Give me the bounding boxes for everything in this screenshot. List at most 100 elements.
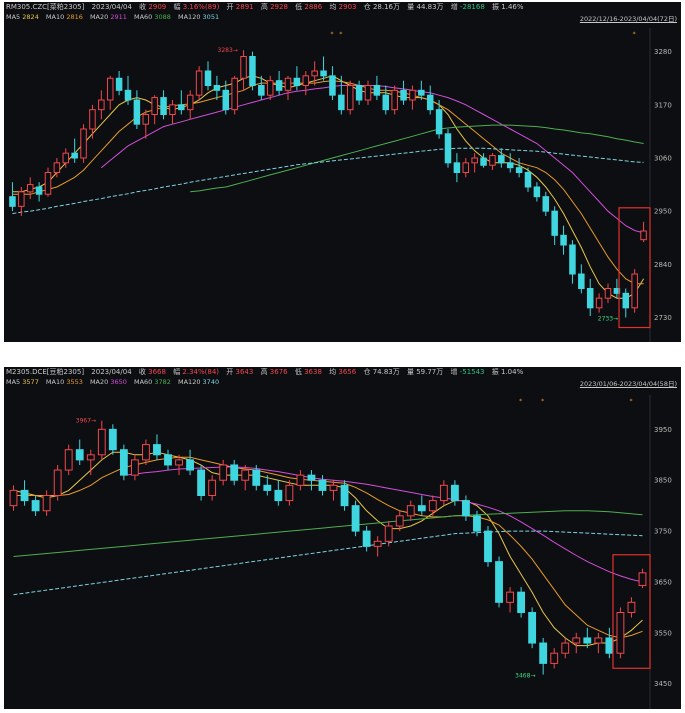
ma-line-ma120 — [13, 530, 643, 596]
event-star-marker: * — [633, 31, 636, 38]
candle — [175, 454, 183, 476]
rapeseed-meal-kline-panel[interactable]: RM305.CZC[菜粕2305] 2023/04/04 收 2909 幅 3.… — [4, 2, 681, 342]
candle-body — [18, 191, 25, 207]
candle-body — [524, 172, 532, 188]
candle-body — [169, 104, 176, 116]
candle — [197, 464, 206, 501]
candle-body — [241, 469, 250, 481]
candle — [89, 104, 96, 139]
y-tick-label: 3750 — [654, 528, 672, 536]
candle-body — [329, 75, 336, 96]
candle — [473, 510, 481, 537]
candle-body — [471, 157, 478, 164]
candle-body — [153, 444, 161, 456]
candle — [329, 480, 338, 501]
candle — [186, 449, 194, 476]
candle-body — [351, 505, 360, 532]
candle — [444, 129, 452, 168]
avg-value: 3656 — [338, 368, 357, 376]
candle — [550, 648, 559, 669]
symbol: M2305.DCE[豆粕2305] — [6, 368, 85, 376]
event-star-marker: * — [541, 398, 544, 405]
candle-body — [213, 85, 221, 91]
candle-body — [274, 489, 283, 502]
candle-body — [175, 459, 183, 466]
candle-body — [35, 186, 43, 195]
candle — [551, 206, 558, 245]
candle — [605, 627, 614, 659]
candle-body — [338, 94, 345, 111]
ma-line-ma10 — [13, 456, 643, 639]
candle — [586, 278, 594, 317]
candle-body — [186, 459, 194, 471]
ma-line-ma60 — [13, 510, 643, 557]
candle — [604, 283, 612, 303]
candle — [471, 153, 478, 173]
candle — [318, 475, 327, 496]
candle-body — [439, 484, 448, 502]
bottom-ma-legend: MA5 3577 MA10 3553 MA20 3650 MA60 3782 M… — [6, 378, 220, 386]
low-annotation: 3468→ — [515, 673, 535, 680]
candle-body — [622, 292, 630, 309]
date-range[interactable]: 2022/12/16-2023/04/04(72日) — [579, 15, 677, 23]
candle — [53, 464, 62, 501]
candle-body — [222, 89, 230, 111]
candle — [208, 475, 217, 501]
candle-body — [631, 273, 638, 309]
candle — [169, 100, 176, 125]
y-tick-label: 3650 — [654, 578, 672, 586]
candle — [517, 587, 526, 618]
candle — [450, 480, 459, 506]
candle — [133, 90, 141, 129]
candle — [395, 510, 404, 532]
y-tick-label: 3170 — [654, 101, 672, 109]
candle-body — [373, 85, 381, 96]
candle — [275, 71, 283, 96]
top-quote-bar: RM305.CZC[菜粕2305] 2023/04/04 收 2909 幅 3.… — [6, 3, 524, 11]
ma-line-ma20 — [123, 466, 643, 583]
ma60-value: 3782 — [154, 378, 171, 386]
candle — [219, 459, 228, 486]
candle-body — [204, 70, 212, 86]
date-range[interactable]: 2023/01/06-2023/04/04(58日) — [579, 380, 677, 388]
candle — [62, 148, 70, 168]
candle — [231, 75, 238, 115]
candle — [613, 278, 621, 299]
candle-body — [142, 114, 150, 125]
candle — [195, 66, 203, 100]
change-value: 3.16%(89) — [182, 3, 220, 11]
candle-body — [346, 85, 354, 111]
candle-body — [195, 70, 203, 96]
candle — [426, 85, 434, 115]
candle — [406, 500, 415, 521]
candle-body — [561, 642, 570, 654]
low-annotation: 2733→ — [598, 316, 618, 323]
ma-line-ma120 — [12, 147, 644, 215]
high-annotation: 3283→ — [218, 47, 238, 54]
candle — [640, 221, 647, 243]
close-value: 3668 — [148, 368, 166, 376]
event-star-marker: * — [339, 31, 342, 38]
candle-body — [418, 89, 425, 96]
candle-body — [616, 612, 625, 654]
ma10-value: 2816 — [66, 13, 83, 21]
ma120-value: 3740 — [202, 378, 220, 386]
candle — [249, 51, 256, 91]
ma120-value: 3051 — [202, 13, 220, 21]
candle — [80, 124, 87, 163]
candle-body — [119, 449, 128, 476]
candle — [616, 607, 625, 659]
ma5-value: 3577 — [22, 378, 39, 386]
candle — [409, 85, 416, 110]
ma20-value: 3650 — [110, 378, 127, 386]
candle — [528, 607, 537, 649]
candle — [622, 288, 630, 318]
candle-body — [453, 162, 461, 173]
top-candlestick-chart[interactable]: 2730 2840 2950 3060 3170 3280 3283→ 2733→ * * * — [4, 2, 681, 342]
candle — [462, 495, 470, 521]
highlight-box — [618, 207, 651, 329]
bottom-candlestick-chart[interactable]: 3450 3550 3650 3750 3850 3950 3967→ 3468→ * * * — [4, 367, 681, 709]
candle-body — [71, 152, 78, 159]
soybean-meal-kline-panel[interactable]: M2305.DCE[豆粕2305] 2023/04/04 收 3668 幅 2.… — [4, 367, 681, 709]
candle-body — [302, 75, 310, 87]
